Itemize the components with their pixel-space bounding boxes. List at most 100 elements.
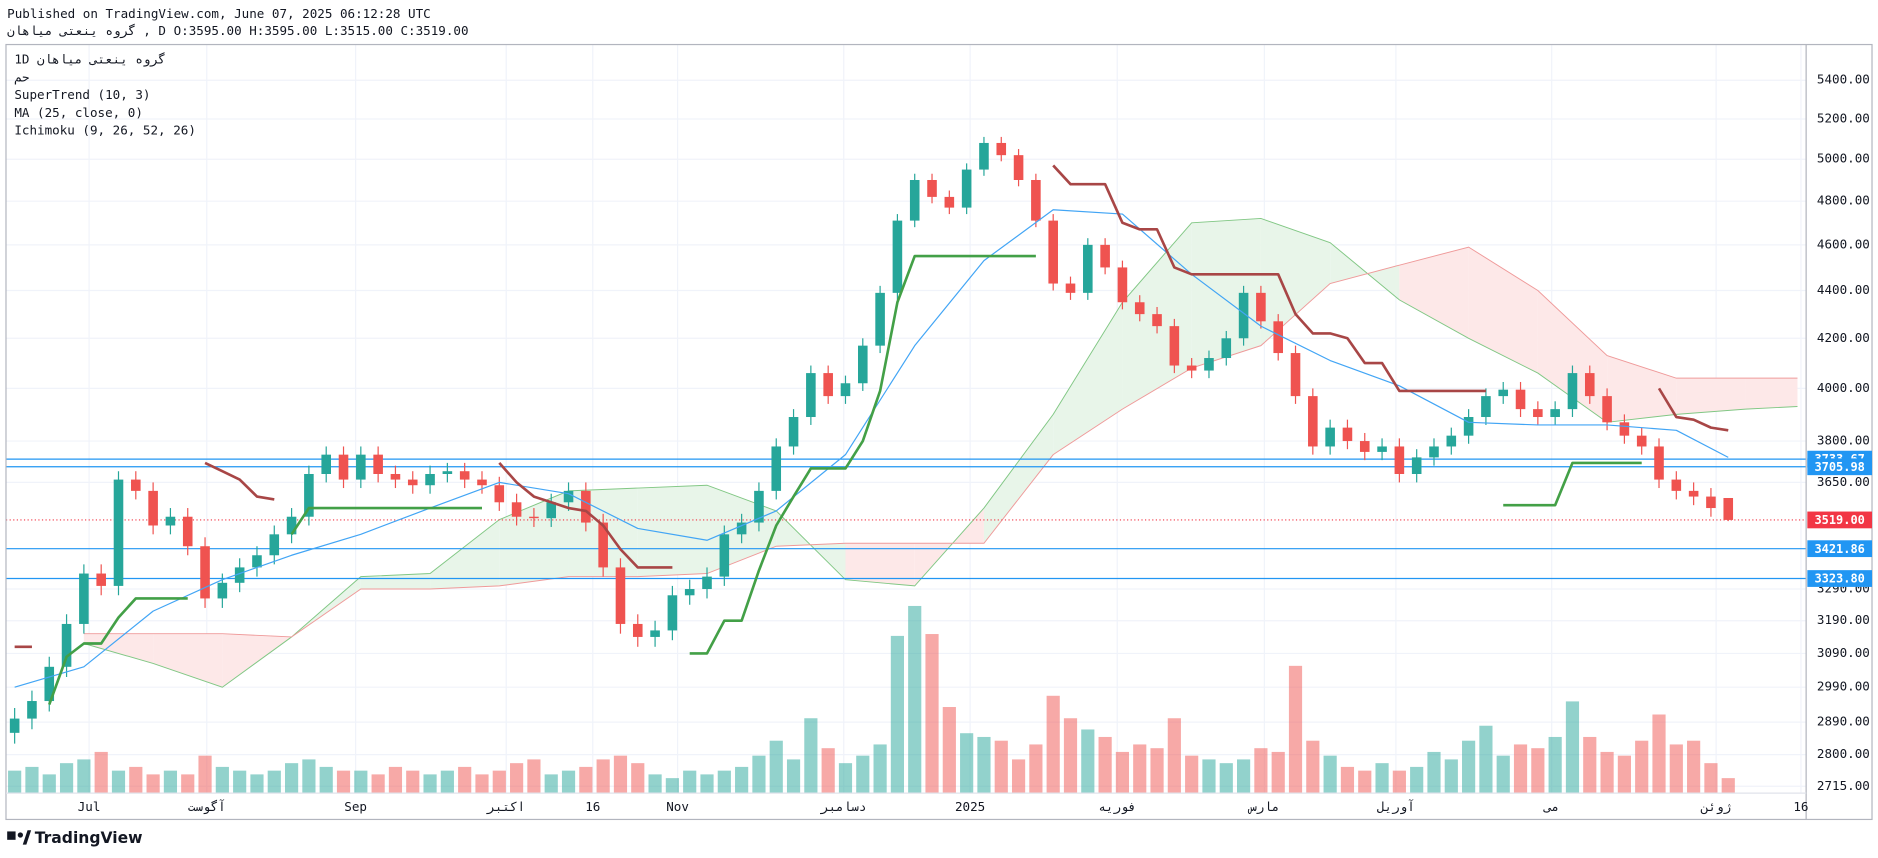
logo-part — [22, 830, 32, 845]
volume-bar — [510, 763, 524, 794]
candle-body — [511, 502, 522, 517]
candle-body — [979, 142, 989, 170]
candle-body — [459, 471, 470, 480]
x-tick-label: دسامبر — [820, 799, 866, 815]
volume-bar — [163, 770, 178, 794]
volume-bar — [838, 763, 853, 794]
volume-bar — [94, 751, 108, 794]
y-tick-label: 4800.00 — [1817, 193, 1870, 208]
volume-bar — [458, 766, 472, 794]
candle-body — [667, 595, 678, 631]
volume-bar — [994, 740, 1008, 794]
candle-body — [1342, 427, 1353, 442]
candle-body — [1584, 373, 1595, 397]
candle-body — [1273, 321, 1284, 354]
volume-bar — [1133, 744, 1147, 794]
candle-body — [442, 471, 453, 474]
candle-body — [1221, 338, 1232, 359]
candle-body — [1671, 479, 1682, 491]
candle-body — [217, 582, 228, 599]
volume-bar — [285, 763, 299, 794]
y-tick-label: 3650.00 — [1817, 474, 1870, 489]
supertrend-up — [48, 597, 188, 705]
x-tick-label: Jul — [78, 799, 101, 814]
candle-body — [1117, 267, 1128, 303]
volume-bar — [735, 766, 749, 794]
volume-bar — [613, 755, 628, 794]
candle-body — [1550, 409, 1560, 418]
cloud-span-a — [83, 217, 1798, 688]
y-tick-label: 4400.00 — [1817, 282, 1870, 297]
candle-body — [200, 546, 210, 599]
volume-bar — [1254, 748, 1268, 794]
volume-bar — [1600, 751, 1614, 794]
volume-bar — [1721, 778, 1735, 794]
volume-bar — [1185, 755, 1199, 794]
candle-body — [563, 490, 574, 503]
cloud-segment — [1607, 355, 1677, 423]
volume-bar — [1115, 751, 1130, 794]
ma-line — [14, 209, 1729, 688]
x-tick-label: فوریه — [1098, 799, 1136, 815]
supertrend-down — [204, 461, 275, 501]
cloud-segment — [1676, 378, 1746, 415]
candle-body — [806, 373, 816, 418]
candle-body — [165, 516, 176, 526]
volume-bar — [371, 774, 385, 794]
x-tick-label: آوریل — [1377, 799, 1415, 815]
candle-body — [754, 490, 764, 523]
candle-body — [771, 446, 782, 491]
branding: TradingView — [7, 829, 143, 847]
volume-bar — [1323, 755, 1337, 794]
candle-body — [304, 473, 314, 517]
volume-bar — [1444, 759, 1458, 794]
price-line-label: 3323.80 — [1814, 572, 1864, 586]
candle-body — [234, 567, 245, 583]
legend-entry: Ichimoku (9, 26, 52, 26) — [14, 123, 196, 138]
candle-body — [892, 220, 903, 293]
volume-bar — [1652, 714, 1666, 794]
volume-bar — [215, 766, 229, 794]
x-tick-label: اکتبر — [486, 799, 525, 815]
candle-body — [1134, 302, 1145, 315]
legend-entry: مح — [14, 69, 29, 85]
volume-bar — [42, 774, 56, 794]
candle-body — [477, 479, 487, 486]
candle-body — [736, 522, 747, 535]
volume-bar — [1288, 665, 1303, 794]
candle-body — [1602, 396, 1612, 423]
legend-entry: SuperTrend (10, 3) — [14, 87, 150, 102]
volume-bar — [1219, 763, 1233, 794]
candle-body — [182, 516, 193, 547]
volume-bar — [1046, 695, 1060, 794]
candle-body — [1031, 179, 1041, 221]
candle-body — [9, 718, 20, 733]
candle-body — [1394, 446, 1405, 474]
candle-body — [1290, 353, 1301, 397]
candle-body — [909, 179, 920, 221]
cloud-segment — [1260, 218, 1331, 346]
candle-body — [286, 516, 297, 535]
candle-body — [407, 479, 418, 486]
candle-body — [961, 169, 972, 208]
volume-bar — [1496, 755, 1510, 794]
cloud-segment — [637, 485, 708, 577]
plot-area — [5, 44, 1807, 794]
volume-bar — [181, 774, 195, 794]
volume-bar — [233, 770, 247, 794]
candle-body — [1152, 314, 1162, 327]
volume-bar — [1150, 748, 1164, 794]
volume-bar — [856, 755, 870, 794]
candle-body — [131, 479, 141, 491]
candle-body — [338, 454, 349, 480]
candle-body — [996, 142, 1007, 156]
y-tick-label: 3800.00 — [1817, 433, 1870, 448]
volume-bar — [1237, 759, 1251, 794]
volume-bar — [683, 770, 697, 794]
price-line-box — [1807, 570, 1873, 587]
volume-bar — [129, 766, 143, 794]
volume-bar — [1583, 736, 1597, 794]
